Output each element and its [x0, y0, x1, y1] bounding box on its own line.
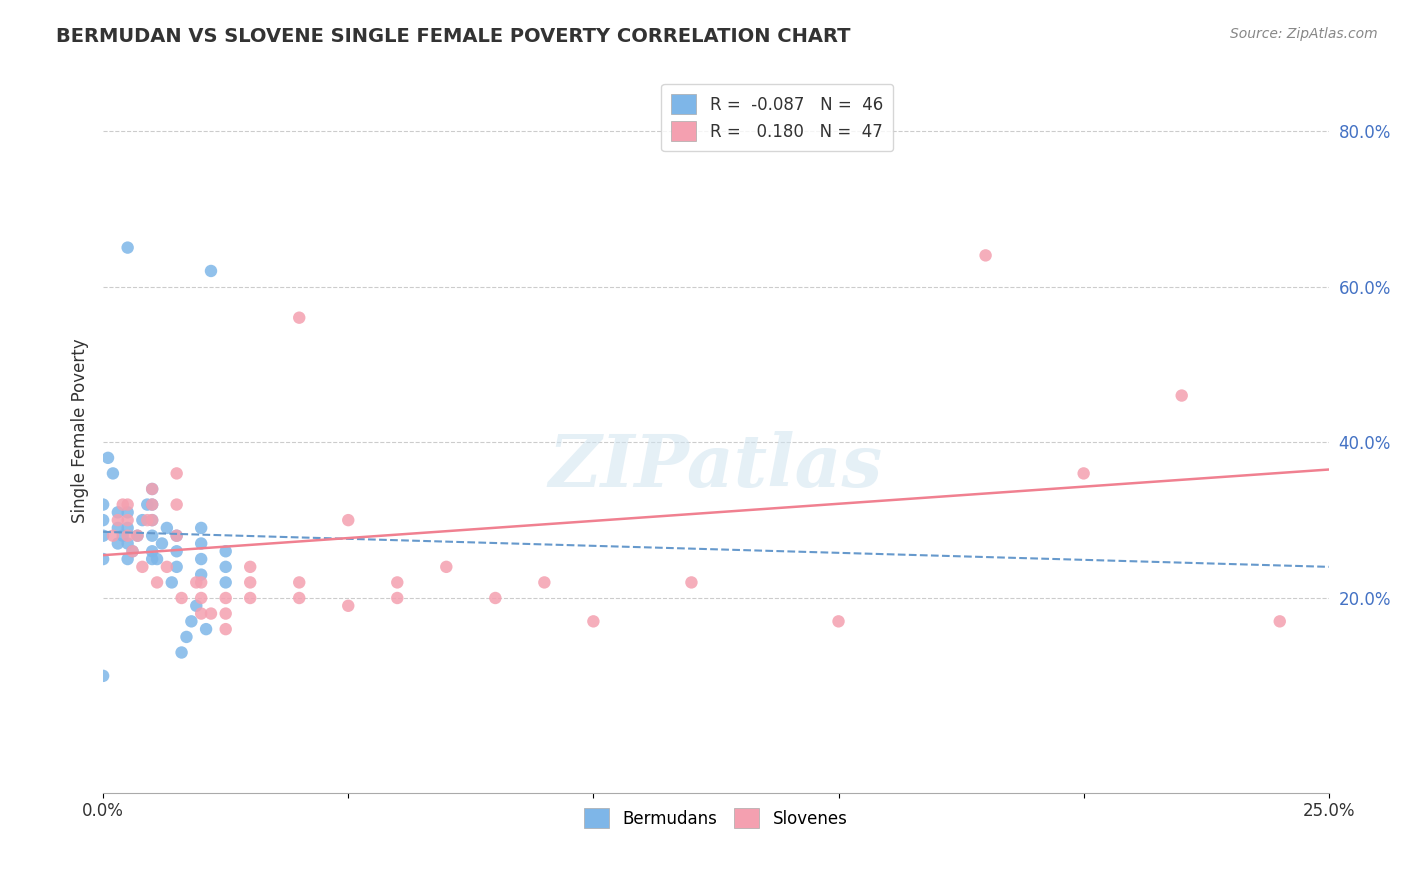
Point — [239, 591, 262, 605]
Point — [166, 498, 188, 512]
Point — [131, 559, 153, 574]
Point — [101, 467, 124, 481]
Point — [111, 529, 134, 543]
Point — [117, 536, 139, 550]
Point — [387, 591, 409, 605]
Point — [190, 552, 212, 566]
Point — [146, 575, 169, 590]
Point — [91, 669, 114, 683]
Point — [117, 505, 139, 519]
Point — [1170, 388, 1192, 402]
Point — [681, 575, 703, 590]
Point — [215, 591, 238, 605]
Point — [117, 513, 139, 527]
Point — [160, 575, 183, 590]
Point — [239, 559, 262, 574]
Point — [141, 552, 163, 566]
Point — [111, 498, 134, 512]
Point — [387, 575, 409, 590]
Point — [141, 498, 163, 512]
Point — [107, 505, 129, 519]
Point — [101, 529, 124, 543]
Point — [91, 498, 114, 512]
Point — [91, 529, 114, 543]
Point — [190, 607, 212, 621]
Point — [117, 552, 139, 566]
Point — [150, 536, 173, 550]
Point — [239, 575, 262, 590]
Point — [215, 544, 238, 558]
Point — [131, 513, 153, 527]
Point — [190, 567, 212, 582]
Point — [434, 559, 457, 574]
Point — [1073, 467, 1095, 481]
Point — [190, 591, 212, 605]
Point — [117, 521, 139, 535]
Point — [91, 552, 114, 566]
Point — [195, 622, 218, 636]
Point — [215, 575, 238, 590]
Text: BERMUDAN VS SLOVENE SINGLE FEMALE POVERTY CORRELATION CHART: BERMUDAN VS SLOVENE SINGLE FEMALE POVERT… — [56, 27, 851, 45]
Point — [170, 646, 193, 660]
Point — [141, 544, 163, 558]
Point — [91, 513, 114, 527]
Point — [127, 529, 149, 543]
Point — [186, 599, 208, 613]
Point — [141, 482, 163, 496]
Point — [141, 513, 163, 527]
Point — [107, 536, 129, 550]
Text: ZIPatlas: ZIPatlas — [548, 432, 883, 502]
Point — [288, 575, 311, 590]
Point — [141, 513, 163, 527]
Point — [107, 513, 129, 527]
Point — [166, 529, 188, 543]
Point — [180, 615, 202, 629]
Point — [166, 559, 188, 574]
Point — [170, 591, 193, 605]
Point — [215, 559, 238, 574]
Point — [141, 529, 163, 543]
Point — [186, 575, 208, 590]
Point — [117, 498, 139, 512]
Point — [97, 450, 120, 465]
Point — [337, 599, 360, 613]
Point — [141, 482, 163, 496]
Point — [176, 630, 198, 644]
Point — [156, 559, 179, 574]
Point — [200, 607, 222, 621]
Point — [107, 521, 129, 535]
Point — [215, 607, 238, 621]
Point — [166, 529, 188, 543]
Point — [190, 536, 212, 550]
Point — [337, 513, 360, 527]
Point — [117, 529, 139, 543]
Point — [190, 521, 212, 535]
Point — [1268, 615, 1291, 629]
Point — [141, 498, 163, 512]
Y-axis label: Single Female Poverty: Single Female Poverty — [72, 338, 89, 523]
Point — [121, 544, 143, 558]
Point — [484, 591, 506, 605]
Point — [288, 591, 311, 605]
Point — [200, 264, 222, 278]
Point — [288, 310, 311, 325]
Point — [136, 498, 159, 512]
Point — [974, 248, 997, 262]
Point — [117, 241, 139, 255]
Point — [166, 467, 188, 481]
Point — [190, 575, 212, 590]
Point — [827, 615, 849, 629]
Point — [582, 615, 605, 629]
Text: Source: ZipAtlas.com: Source: ZipAtlas.com — [1230, 27, 1378, 41]
Point — [156, 521, 179, 535]
Point — [166, 544, 188, 558]
Point — [121, 544, 143, 558]
Point — [127, 529, 149, 543]
Point — [136, 513, 159, 527]
Point — [215, 622, 238, 636]
Point — [146, 552, 169, 566]
Point — [533, 575, 555, 590]
Legend: Bermudans, Slovenes: Bermudans, Slovenes — [578, 801, 855, 835]
